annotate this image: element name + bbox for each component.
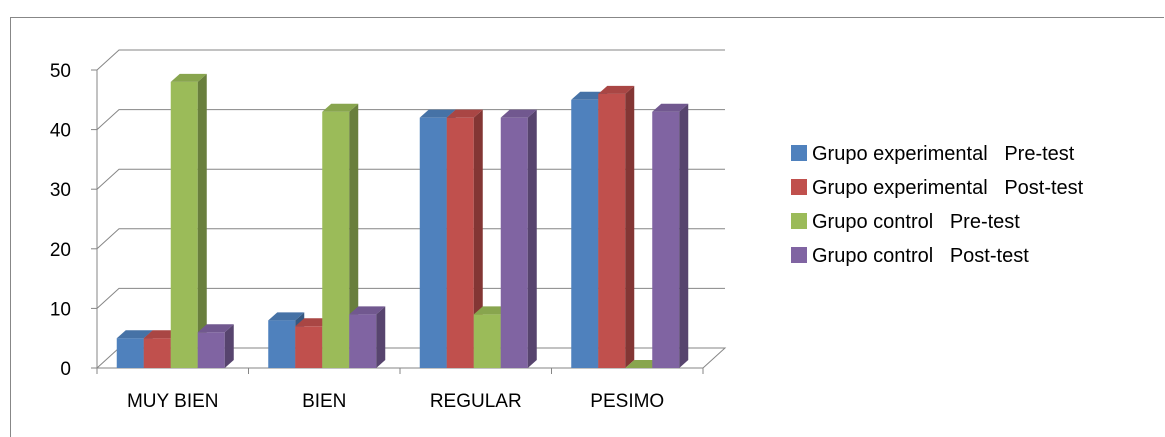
bar-side [349,103,359,368]
bar-front [116,338,144,368]
bar-side [679,103,689,368]
legend-swatch [791,179,807,195]
bar [500,109,537,369]
bar-top [500,109,537,118]
chart-frame [10,17,1164,437]
bar [197,324,234,368]
bar [170,73,207,369]
legend: Grupo experimental Pre-test Grupo experim… [791,143,1084,267]
bars [116,73,689,369]
y-tick-label: 30 [50,180,71,201]
bar-front [322,111,350,368]
x-category-label: PESIMO [590,391,664,412]
bar-side [224,324,234,368]
bar-top [598,85,635,94]
bar-side [527,109,537,369]
legend-swatch [791,247,807,263]
bar-top [322,103,359,112]
x-category-label: REGULAR [430,391,522,412]
y-tick-label: 0 [60,359,71,380]
legend-label: Grupo experimental Pre-test [812,143,1075,165]
bar-side [625,85,635,368]
bar-front [598,93,626,368]
bar-front [419,117,447,369]
bar [322,103,359,368]
bar-front [143,338,171,368]
legend-swatch [791,145,807,161]
legend-label: Grupo experimental Post-test [812,177,1084,199]
y-tick-label: 10 [50,299,71,320]
y-tick-label: 50 [50,61,71,82]
bar [446,109,483,369]
x-category-label: BIEN [302,391,346,412]
y-axis-ticks: 0 10 20 30 40 50 [50,61,97,380]
bar-front [295,326,323,368]
bar-side [473,109,483,369]
bar-front [349,314,377,368]
bar-top [652,103,689,112]
bar-top [446,109,483,118]
gridline [96,49,725,71]
bar-top [349,306,386,315]
bar-front [446,117,474,369]
y-tick-label: 20 [50,240,71,261]
bar-top [116,330,153,339]
bar [652,103,689,368]
legend-label: Grupo control Post-test [812,245,1029,267]
bar [349,306,386,368]
bar-top [170,73,207,82]
bar-side [197,73,207,369]
bar [598,85,635,368]
bar-front [268,320,296,368]
gridline [96,109,725,130]
bar-front [571,99,599,369]
bar-front [500,117,528,369]
bar-side [376,306,386,368]
bar-top [419,109,456,118]
bar-front [197,332,225,368]
legend-swatch [791,213,807,229]
bar-top [268,312,305,321]
x-category-label: MUY BIEN [127,391,219,412]
bar-front [652,111,680,368]
bar-top [197,324,234,333]
bar-chart: 0 10 20 30 40 50 MUY BIEN BIEN REGULAR PESIMO Gr… [50,49,1084,412]
y-tick-label: 40 [50,121,71,142]
legend-label: Grupo control Pre-test [812,211,1020,233]
x-axis-categories: MUY BIEN BIEN REGULAR PESIMO [96,368,704,412]
bar-front [473,314,501,368]
bar-front [170,81,198,369]
